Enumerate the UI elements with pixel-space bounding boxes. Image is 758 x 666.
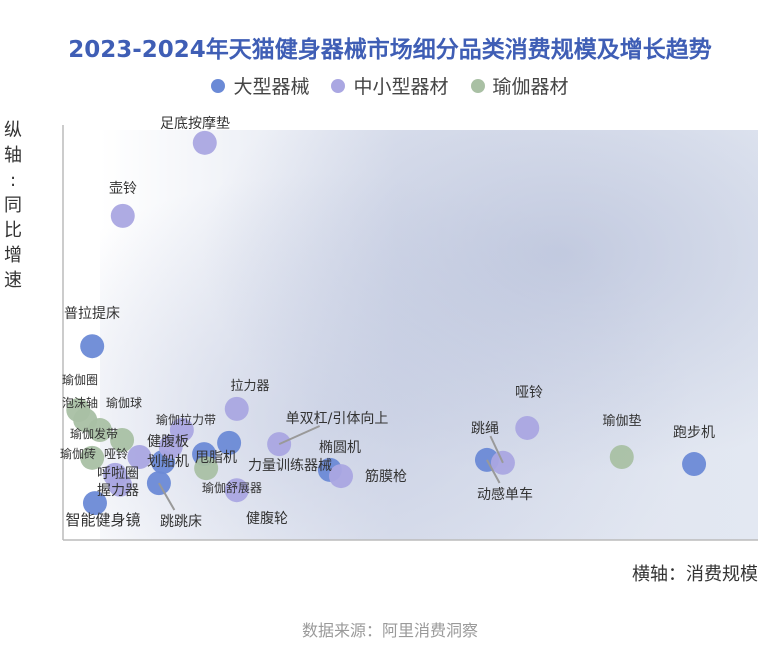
legend: 大型器械 中小型器材 瑜伽器材 xyxy=(0,72,758,99)
leader-line xyxy=(158,482,176,511)
data-point[interactable] xyxy=(217,430,242,455)
data-source: 数据来源：阿里消费洞察 xyxy=(301,621,478,640)
data-point[interactable] xyxy=(110,203,135,228)
data-point[interactable] xyxy=(127,445,152,469)
legend-label: 中小型器材 xyxy=(353,76,449,98)
point-label: 瑜伽垫 xyxy=(602,413,641,429)
point-label: 瑜伽球 xyxy=(106,395,142,410)
legend-dot-icon xyxy=(211,78,226,93)
data-point[interactable] xyxy=(224,478,249,503)
point-label: 普拉提床 xyxy=(64,306,120,322)
legend-item-medium[interactable]: 中小型器材 xyxy=(331,72,449,99)
legend-dot-icon xyxy=(331,78,346,93)
data-point[interactable] xyxy=(609,445,634,469)
point-label: 动感单车 xyxy=(477,486,533,503)
data-point[interactable] xyxy=(192,130,217,155)
legend-label: 瑜伽器材 xyxy=(492,76,569,98)
data-point[interactable] xyxy=(107,472,132,497)
leader-line xyxy=(278,425,321,446)
leader-line xyxy=(486,459,501,484)
point-label: 健腹轮 xyxy=(246,510,288,527)
data-point[interactable] xyxy=(80,334,105,359)
point-label: 泡沫轴 xyxy=(62,395,98,410)
point-label: 拉力器 xyxy=(230,379,269,394)
y-axis-label: 纵轴:同比增速 xyxy=(4,120,22,291)
point-label: 瑜伽舒展器 xyxy=(202,480,262,495)
point-label: 健腹板 xyxy=(147,433,189,450)
x-axis-label: 横轴：消费规模 xyxy=(632,564,758,585)
point-label: 呼啦圈 xyxy=(97,465,139,482)
point-label: 跳绳 xyxy=(471,421,499,437)
point-label: 壶铃 xyxy=(109,181,137,197)
point-label: 瑜伽发带 xyxy=(70,426,118,441)
data-point[interactable] xyxy=(110,427,135,452)
legend-dot-icon xyxy=(470,78,485,93)
point-label: 力量训练器械 xyxy=(248,458,332,474)
data-point[interactable] xyxy=(87,418,112,443)
point-label: 单双杠/引体向上 xyxy=(286,411,389,427)
point-label: 椭圆机 xyxy=(319,440,361,456)
point-label: 跑步机 xyxy=(673,425,715,441)
point-label: 瑜伽拉力带 xyxy=(156,412,216,427)
point-label: 甩脂机 xyxy=(195,450,237,466)
point-label: 足底按摩垫 xyxy=(160,115,230,132)
point-label: 筋膜枪 xyxy=(365,468,407,485)
point-label: 握力器 xyxy=(97,483,139,499)
point-label: 瑜伽圈 xyxy=(62,372,98,387)
data-point[interactable] xyxy=(682,452,707,477)
point-label: 划船机 xyxy=(147,454,189,470)
legend-item-large[interactable]: 大型器械 xyxy=(211,72,309,99)
legend-item-yoga[interactable]: 瑜伽器材 xyxy=(470,72,569,99)
data-point[interactable] xyxy=(515,415,540,440)
chart-title: 2023-2024年天猫健身器械市场细分品类消费规模及增长趋势 xyxy=(68,37,712,63)
point-label: 哑铃 xyxy=(104,446,128,461)
leader-line xyxy=(489,435,504,464)
data-point[interactable] xyxy=(80,445,105,470)
legend-label: 大型器械 xyxy=(233,76,310,98)
point-label: 哑铃 xyxy=(515,385,543,401)
data-point[interactable] xyxy=(158,434,183,459)
point-label: 瑜伽砖 xyxy=(60,446,96,461)
data-point[interactable] xyxy=(224,396,249,421)
data-point[interactable] xyxy=(194,456,219,481)
data-point[interactable] xyxy=(329,464,353,489)
point-label: 智能健身镜 xyxy=(65,511,140,529)
point-label: 跳跳床 xyxy=(160,514,202,530)
data-point[interactable] xyxy=(82,491,107,516)
